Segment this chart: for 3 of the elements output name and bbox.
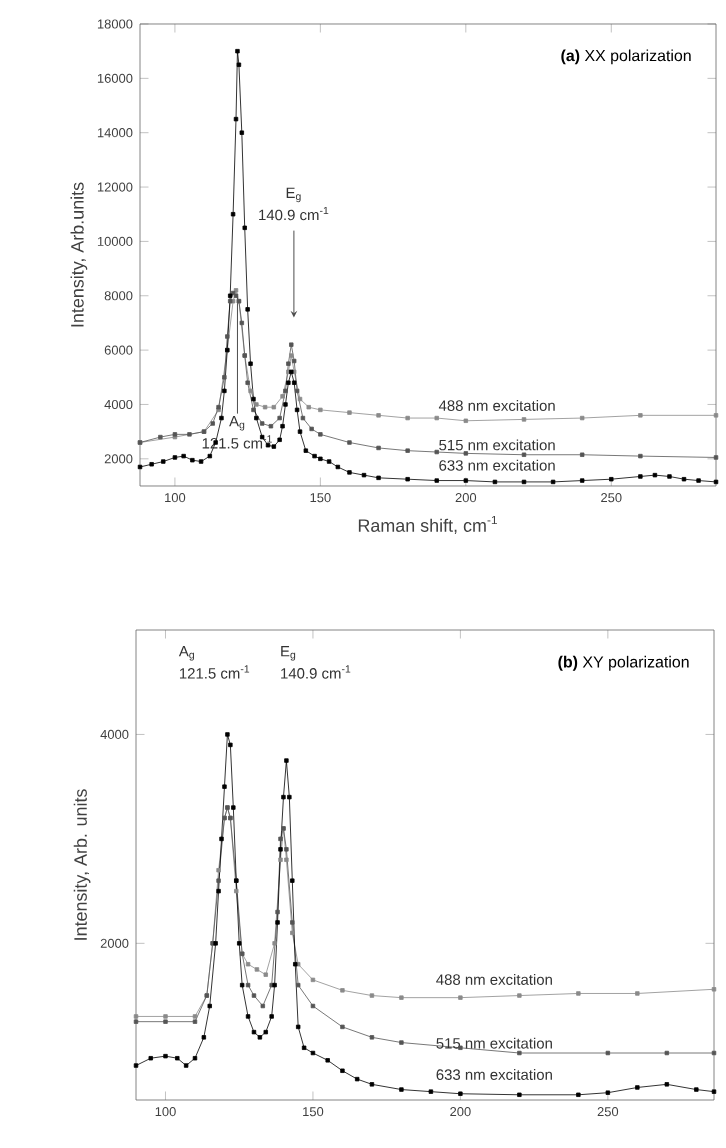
y-axis-title: Intensity, Arb.units: [70, 182, 88, 327]
y-axis-title: Intensity, Arb. units: [73, 789, 91, 940]
x-axis-title: Raman shift, cm$^{-1}$: [358, 515, 498, 535]
